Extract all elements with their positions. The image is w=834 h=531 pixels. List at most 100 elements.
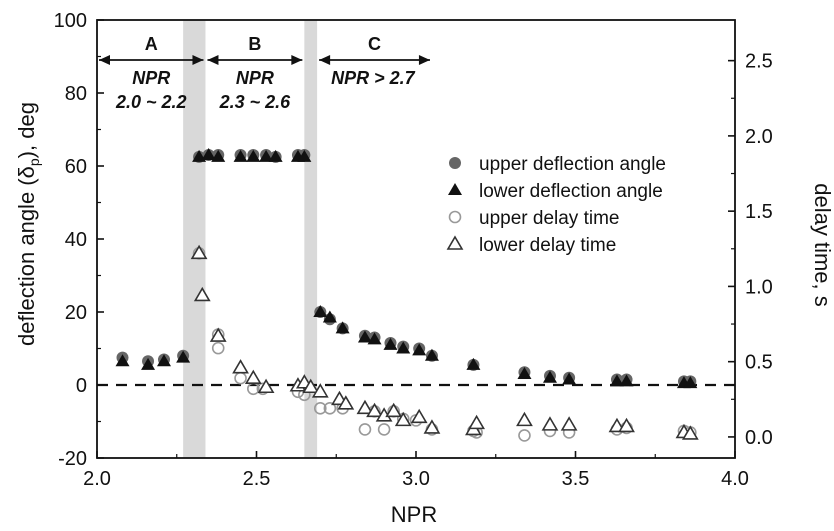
data-point — [115, 354, 130, 367]
data-point — [410, 408, 428, 424]
data-point — [176, 350, 191, 363]
legend-entry-0: upper deflection angle — [479, 154, 666, 175]
y2-tick-label: 2.0 — [745, 126, 773, 148]
data-point — [618, 417, 635, 433]
data-point — [681, 425, 699, 440]
data-point — [394, 411, 412, 427]
shaded-bands — [183, 20, 318, 458]
data-point — [246, 149, 261, 162]
y2-tick-label: 1.5 — [745, 201, 773, 223]
data-point — [313, 305, 328, 317]
region-range-label: 2.0 ~ 2.2 — [115, 92, 187, 112]
data-point — [234, 371, 247, 385]
data-point — [233, 149, 248, 162]
y2-tick-label: 0.5 — [745, 352, 773, 374]
data-point — [466, 357, 481, 370]
data-point — [259, 149, 274, 162]
data-point — [609, 374, 624, 387]
data-point — [190, 244, 208, 260]
arrow-head — [291, 55, 303, 65]
series-lower-delay-time — [190, 244, 699, 440]
region-npr-label: NPR — [236, 68, 274, 88]
data-point — [366, 402, 383, 418]
x-tick-label: 2.5 — [243, 468, 271, 490]
data-point — [323, 402, 337, 415]
y2-tick-label: 1.0 — [745, 276, 773, 298]
y-tick-label: 40 — [65, 229, 87, 251]
data-point — [562, 372, 577, 385]
arrow-head — [207, 55, 219, 65]
y-axis-label-main: deflection angle (δ — [14, 166, 39, 346]
y-tick-label: -20 — [58, 448, 87, 470]
data-point — [542, 370, 557, 383]
y2-tick-label: 0.0 — [745, 427, 773, 449]
x-axis-label: NPR — [391, 502, 437, 527]
data-point — [211, 341, 225, 355]
data-point — [423, 419, 441, 434]
region-B: B NPR 2.3 ~ 2.6 — [207, 34, 303, 112]
data-point — [244, 369, 262, 385]
x-tick-label: 3.5 — [562, 468, 590, 490]
legend: upper deflection angle lower deflection a… — [446, 154, 666, 256]
legend-marker — [449, 157, 461, 169]
y-axis-label-end: ), deg — [14, 102, 39, 158]
region-npr-label: NPR — [132, 68, 170, 88]
y-tick-label: 100 — [54, 10, 87, 32]
data-point — [412, 343, 427, 356]
y2-axis-label: delay time, s — [810, 183, 834, 307]
data-point — [683, 376, 698, 389]
data-point — [383, 337, 398, 350]
legend-entry-1: lower deflection angle — [479, 181, 663, 202]
data-point — [385, 402, 403, 418]
region-range-label: 2.3 ~ 2.6 — [219, 92, 292, 112]
data-point — [335, 321, 350, 334]
region-C: C NPR > 2.7 — [319, 34, 430, 88]
arrow-head — [418, 55, 430, 65]
arrow-head — [99, 55, 110, 65]
data-point — [517, 367, 532, 380]
region-letter: B — [248, 34, 261, 54]
region-letter: C — [368, 34, 381, 54]
data-point — [232, 359, 249, 374]
data-point — [518, 429, 531, 442]
data-point — [141, 357, 156, 370]
data-point — [358, 423, 372, 436]
legend-marker — [446, 235, 464, 250]
legend-entry-2: upper delay time — [479, 208, 619, 229]
data-point — [541, 416, 559, 431]
y-tick-label: 0 — [76, 375, 87, 397]
data-point — [322, 310, 337, 323]
data-point — [337, 395, 355, 410]
region-range-label: NPR > 2.7 — [331, 68, 416, 88]
data-point — [268, 149, 283, 162]
data-point — [302, 378, 320, 394]
y-tick-label: 80 — [65, 83, 87, 105]
region-annotations: A NPR 2.0 ~ 2.2 B NPR 2.3 ~ 2.6 C NPR > 2.7 — [99, 34, 430, 112]
data-point — [211, 149, 226, 162]
x-tick-label: 2.0 — [83, 468, 111, 490]
shaded-band-1 — [304, 20, 318, 458]
y-tick-label: 60 — [65, 156, 87, 178]
x-tick-label: 4.0 — [721, 468, 749, 490]
y2-tick-label: 2.5 — [745, 51, 773, 73]
data-point — [201, 148, 216, 161]
data-points — [115, 148, 699, 442]
shaded-band-0 — [183, 20, 206, 458]
data-point — [297, 149, 312, 162]
data-point — [313, 402, 327, 415]
data-point — [619, 374, 634, 387]
data-point — [193, 286, 211, 302]
data-point — [424, 348, 439, 361]
data-point — [377, 423, 391, 436]
data-point — [468, 414, 486, 430]
data-point — [311, 383, 329, 398]
axes: 2.0 2.5 3.0 3.5 4.0 -20 0 20 40 60 80 100 0.0 0.5 1.0 1… — [54, 10, 773, 490]
data-point — [357, 330, 372, 343]
data-point — [367, 332, 382, 345]
data-point — [156, 354, 171, 367]
series-lower-deflection-angle — [115, 148, 698, 389]
legend-marker — [448, 210, 462, 224]
data-point — [356, 399, 374, 415]
y-axis-label-subscript: p — [26, 158, 42, 166]
